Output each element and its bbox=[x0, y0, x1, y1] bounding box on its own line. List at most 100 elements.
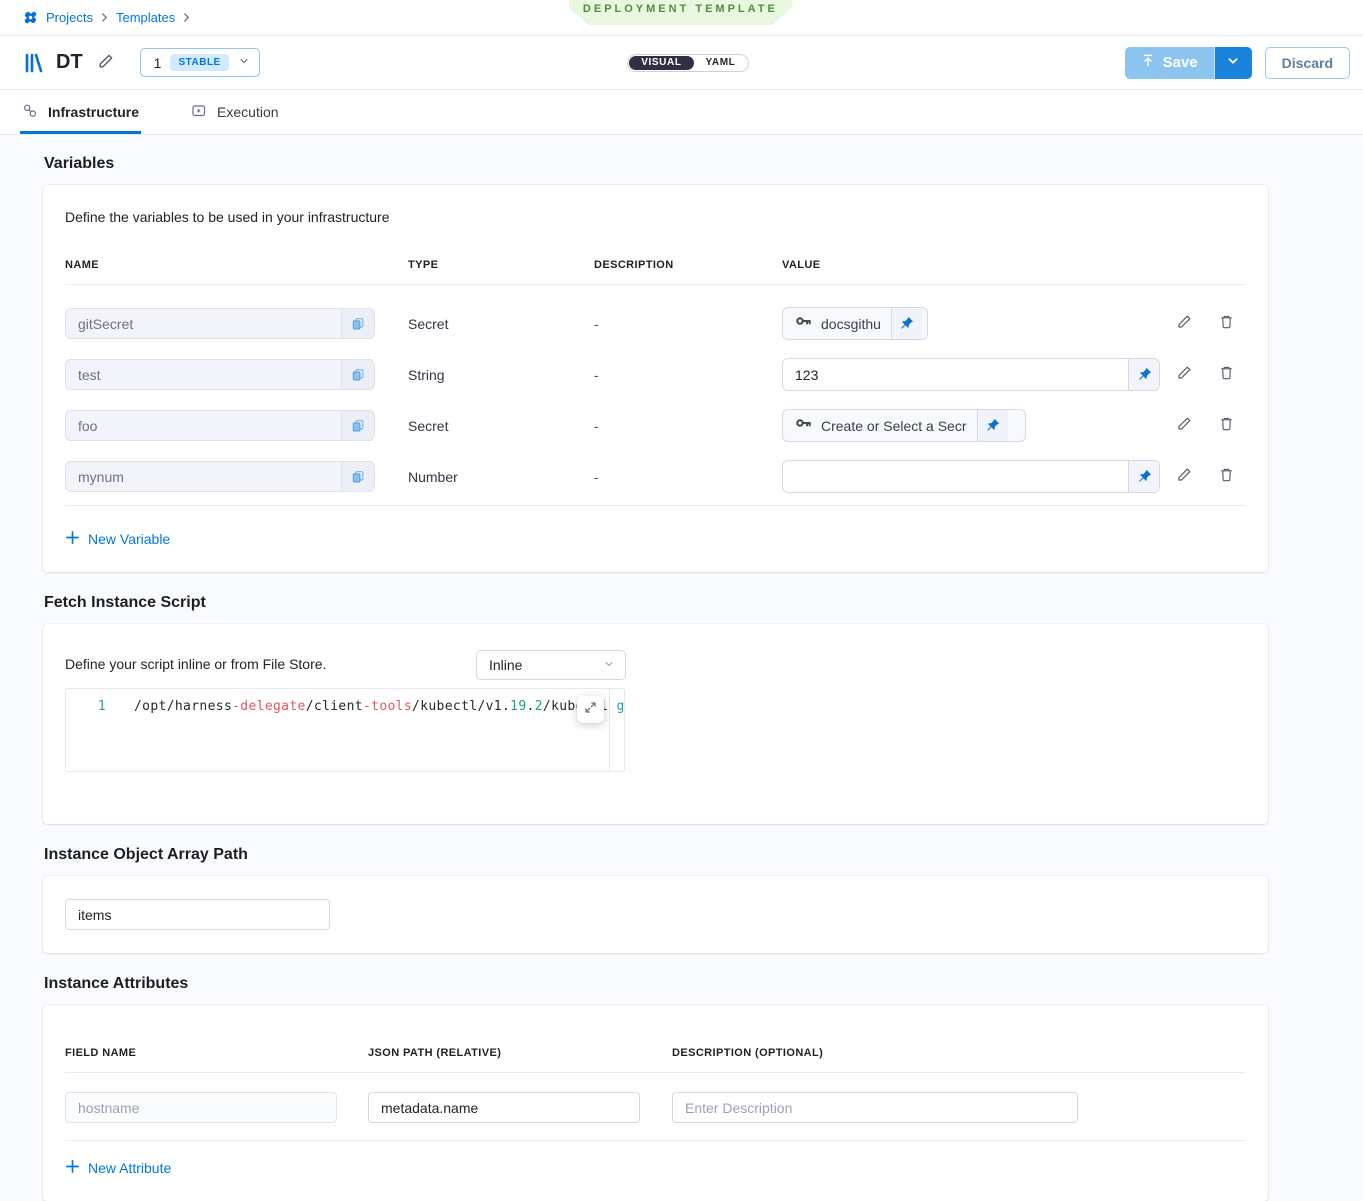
chevron-right-icon bbox=[182, 13, 191, 22]
variable-name-input[interactable] bbox=[66, 309, 341, 338]
field-name-input[interactable] bbox=[65, 1092, 337, 1123]
array-path-input[interactable] bbox=[65, 899, 330, 930]
tab-label: Infrastructure bbox=[48, 104, 140, 120]
editor-scrollbar[interactable] bbox=[609, 689, 610, 771]
copy-button[interactable] bbox=[341, 411, 374, 440]
edit-title-button[interactable] bbox=[97, 53, 114, 73]
pencil-icon bbox=[1176, 314, 1192, 333]
variable-value-field bbox=[782, 460, 1160, 493]
trash-icon bbox=[1219, 365, 1234, 384]
line-number: 1 bbox=[97, 699, 106, 714]
toggle-yaml[interactable]: YAML bbox=[705, 56, 736, 68]
template-tabs: Infrastructure Execution bbox=[0, 90, 1363, 135]
new-variable-button[interactable]: New Variable bbox=[65, 530, 170, 548]
pencil-icon bbox=[1176, 416, 1192, 435]
variable-type: Number bbox=[408, 468, 458, 485]
tab-infrastructure[interactable]: Infrastructure bbox=[20, 90, 142, 134]
variable-value-field bbox=[782, 358, 1160, 391]
chevron-down-icon bbox=[238, 54, 250, 72]
variables-heading: Variables bbox=[44, 155, 115, 172]
secret-reference-chip[interactable]: docsgithu bbox=[782, 307, 928, 340]
code-line: 1 /opt/harness-delegate/client-tools/kub… bbox=[66, 689, 624, 714]
harness-logo-icon bbox=[22, 9, 39, 26]
pencil-icon bbox=[97, 53, 114, 73]
new-attribute-label: New Attribute bbox=[88, 1160, 172, 1176]
variable-name-field bbox=[65, 308, 375, 339]
version-selector[interactable]: 1 STABLE bbox=[139, 48, 260, 77]
version-number: 1 bbox=[153, 54, 162, 71]
trash-icon bbox=[1219, 467, 1234, 486]
chevron-down-icon bbox=[1226, 54, 1240, 71]
copy-button[interactable] bbox=[341, 360, 374, 389]
variable-row-test: String - bbox=[65, 358, 1246, 391]
variable-value-input[interactable] bbox=[782, 460, 1160, 493]
expand-icon bbox=[584, 701, 597, 718]
pin-runtime-input-button[interactable] bbox=[1128, 359, 1159, 390]
new-attribute-button[interactable]: New Attribute bbox=[65, 1159, 171, 1177]
trash-icon bbox=[1219, 314, 1234, 333]
save-button[interactable]: Save bbox=[1124, 46, 1214, 79]
delete-variable-button[interactable] bbox=[1219, 314, 1234, 333]
edit-variable-button[interactable] bbox=[1176, 467, 1192, 486]
breadcrumb-projects[interactable]: Projects bbox=[46, 10, 93, 25]
fetch-instance-script-card: Define your script inline or from File S… bbox=[43, 624, 1268, 824]
upload-icon bbox=[1141, 53, 1155, 72]
variable-name-field bbox=[65, 410, 375, 441]
variables-card: Define the variables to be used in your … bbox=[43, 185, 1268, 572]
variable-value-input[interactable] bbox=[782, 358, 1160, 391]
variable-name-input[interactable] bbox=[66, 360, 341, 389]
script-source-value: Inline bbox=[489, 657, 523, 673]
expand-editor-button[interactable] bbox=[577, 696, 604, 723]
table-header-divider bbox=[65, 1072, 1246, 1073]
delete-variable-button[interactable] bbox=[1219, 365, 1234, 384]
pencil-icon bbox=[1176, 365, 1192, 384]
script-source-select[interactable]: Inline bbox=[476, 650, 626, 680]
pencil-icon bbox=[1176, 467, 1192, 486]
column-header-description-optional: DESCRIPTION (OPTIONAL) bbox=[672, 1047, 824, 1059]
breadcrumb-templates[interactable]: Templates bbox=[115, 10, 176, 25]
column-header-type: TYPE bbox=[408, 259, 439, 271]
attributes-table-header: FIELD NAME JSON PATH (RELATIVE) DESCRIPT… bbox=[65, 1047, 1246, 1059]
edit-variable-button[interactable] bbox=[1176, 314, 1192, 333]
attribute-description-input[interactable] bbox=[672, 1092, 1078, 1123]
variable-type: Secret bbox=[408, 315, 449, 332]
save-options-button[interactable] bbox=[1213, 46, 1252, 79]
variables-table-header: NAME TYPE DESCRIPTION VALUE bbox=[65, 259, 1246, 271]
create-or-select-secret-chip[interactable]: Create or Select a Secr bbox=[782, 409, 1026, 442]
execution-icon bbox=[191, 103, 207, 122]
script-code-editor[interactable]: 1 /opt/harness-delegate/client-tools/kub… bbox=[65, 688, 625, 772]
delete-variable-button[interactable] bbox=[1219, 416, 1234, 435]
template-header: DT 1 STABLE VISUAL YAML Save Discard bbox=[0, 36, 1363, 90]
tab-execution[interactable]: Execution bbox=[189, 90, 280, 134]
json-path-input[interactable] bbox=[368, 1092, 640, 1123]
copy-button[interactable] bbox=[341, 309, 374, 338]
pin-runtime-input-button[interactable] bbox=[890, 308, 922, 339]
variable-description: - bbox=[594, 366, 599, 383]
code-text: /opt/harness-delegate/client-tools/kubec… bbox=[134, 699, 625, 714]
instance-object-array-path-card bbox=[43, 876, 1268, 953]
variable-description: - bbox=[594, 417, 599, 434]
pin-runtime-input-button[interactable] bbox=[1128, 461, 1159, 492]
copy-button[interactable] bbox=[341, 462, 374, 491]
stable-badge: STABLE bbox=[170, 54, 229, 71]
instance-attributes-heading: Instance Attributes bbox=[44, 975, 189, 992]
table-bottom-divider bbox=[65, 505, 1246, 506]
delete-variable-button[interactable] bbox=[1219, 467, 1234, 486]
pin-runtime-input-button[interactable] bbox=[976, 410, 1008, 441]
variable-name-field bbox=[65, 461, 375, 492]
save-label: Save bbox=[1162, 54, 1198, 71]
variable-name-input[interactable] bbox=[66, 462, 341, 491]
edit-variable-button[interactable] bbox=[1176, 416, 1192, 435]
deployment-template-banner: DEPLOYMENT TEMPLATE bbox=[568, 0, 792, 25]
toggle-visual[interactable]: VISUAL bbox=[629, 55, 694, 70]
discard-button[interactable]: Discard bbox=[1264, 46, 1350, 79]
chevron-right-icon bbox=[100, 13, 109, 22]
instance-object-array-path-heading: Instance Object Array Path bbox=[44, 846, 248, 863]
edit-variable-button[interactable] bbox=[1176, 365, 1192, 384]
table-header-divider bbox=[65, 284, 1246, 285]
new-variable-label: New Variable bbox=[88, 531, 171, 547]
variable-name-input[interactable] bbox=[66, 411, 341, 440]
key-icon bbox=[795, 415, 812, 436]
key-icon bbox=[795, 313, 812, 334]
variable-type: String bbox=[408, 366, 445, 383]
